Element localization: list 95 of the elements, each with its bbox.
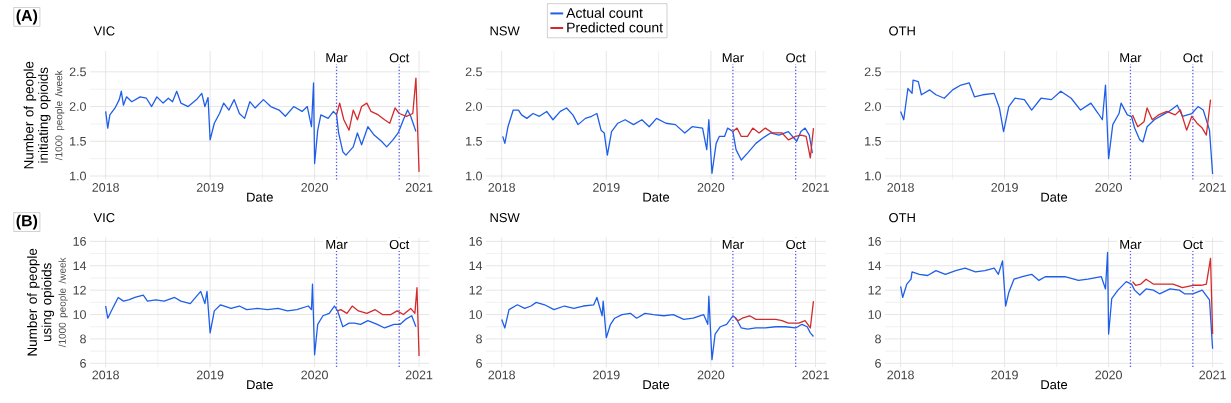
y-tick-label: 10 [469, 310, 482, 319]
line-series [732, 127, 815, 159]
line-series [502, 107, 814, 174]
legend-label: Actual count [566, 7, 643, 18]
y-tick-label: 12 [469, 285, 482, 295]
chart-title: OTH [889, 26, 915, 36]
ref-line-label: Mar [326, 53, 348, 63]
x-axis-title: Date [643, 380, 670, 390]
x-tick-label: 2020 [697, 370, 725, 380]
line-series [899, 79, 1214, 175]
x-tick-label: 2021 [802, 183, 829, 192]
x-tick-label: 2019 [593, 370, 620, 380]
x-tick-label: 2019 [593, 183, 620, 192]
x-tick-label: 2018 [92, 370, 119, 380]
x-tick-label: 2020 [1095, 183, 1122, 192]
x-tick-label: 2020 [301, 370, 328, 380]
y-tick-label: 6 [80, 358, 86, 368]
ref-line-label: Mar [722, 239, 744, 249]
x-tick-label: 2018 [887, 370, 914, 380]
ref-line-label: Oct [389, 239, 410, 250]
line-series [335, 77, 420, 173]
text: /1000 people /week [58, 257, 68, 348]
y-tick-label: 14 [73, 261, 87, 271]
x-tick-label: 2020 [301, 183, 328, 192]
y-tick-label: 2.5 [465, 67, 482, 77]
y-tick-label: 1.0 [70, 171, 86, 181]
ref-line-label: Mar [326, 239, 348, 249]
x-tick-label: 2019 [196, 370, 224, 380]
x-tick-label: 2020 [697, 183, 725, 192]
x-axis-title: Date [1041, 192, 1068, 202]
x-axis-title: Date [247, 192, 273, 202]
ref-line-label: Mar [1120, 239, 1142, 249]
ref-line-label: Mar [722, 53, 744, 63]
chart-title: NSW [490, 213, 520, 223]
y-tick-label: 2.5 [69, 67, 86, 77]
ref-line-label: Oct [786, 53, 806, 63]
x-tick-label: 2021 [1199, 370, 1226, 380]
x-tick-label: 2018 [488, 370, 516, 380]
line-series [105, 283, 417, 356]
x-tick-label: 2021 [405, 183, 433, 192]
y-tick-label: 12 [868, 285, 881, 295]
x-tick-label: 2019 [196, 183, 224, 192]
y-tick-label: 16 [868, 236, 881, 246]
y-tick-label: 6 [476, 358, 482, 368]
y-tick-label: 16 [469, 236, 482, 246]
y-axis-title: Number of people initiating opioids [23, 61, 51, 169]
ref-line-label: Oct [389, 53, 410, 63]
y-tick-label: 1.5 [466, 136, 482, 146]
chart-title: OTH [889, 213, 915, 223]
x-tick-label: 2020 [1095, 370, 1122, 380]
y-tick-label: 2.0 [465, 102, 482, 111]
y-tick-label: 16 [73, 236, 86, 246]
y-tick-label: 1.5 [865, 136, 881, 146]
x-tick-label: 2021 [802, 370, 829, 380]
y-tick-label: 1.0 [466, 171, 482, 181]
y-tick-label: 14 [469, 261, 483, 271]
x-axis-title: Date [643, 192, 670, 202]
ref-line-label: Oct [1183, 239, 1203, 250]
chart-title: NSW [490, 26, 520, 36]
x-axis-title: Date [247, 380, 273, 390]
y-tick-label: 8 [80, 334, 86, 344]
y-tick-label: 2.0 [864, 102, 881, 111]
legend-label: Predicted count [567, 22, 663, 33]
chart-title: VIC [93, 213, 115, 223]
ref-line-label: Mar [1120, 53, 1142, 63]
y-tick-label: 8 [476, 334, 482, 344]
y-tick-label: 8 [875, 334, 881, 344]
line-series [1131, 98, 1212, 136]
text: (A) [16, 9, 38, 25]
line-series [501, 295, 815, 361]
x-tick-label: 2019 [991, 183, 1018, 192]
line-series [105, 82, 417, 165]
text: /1000 people /week [55, 70, 65, 161]
y-tick-label: 1.0 [865, 171, 881, 181]
x-tick-label: 2019 [991, 370, 1018, 380]
x-tick-label: 2018 [92, 183, 119, 192]
x-axis-title: Date [1041, 380, 1068, 390]
y-tick-label: 2.5 [864, 67, 881, 77]
text: (B) [16, 214, 38, 230]
y-tick-label: 2.0 [69, 102, 86, 111]
y-tick-label: 12 [73, 285, 86, 295]
x-tick-label: 2021 [405, 370, 433, 380]
x-tick-label: 2018 [488, 183, 516, 192]
y-tick-label: 10 [868, 310, 881, 319]
line-series [336, 287, 420, 357]
y-tick-label: 1.5 [70, 136, 86, 146]
x-tick-label: 2018 [887, 183, 914, 192]
ref-line-label: Oct [1183, 53, 1203, 63]
y-axis-title: Number of people using opioids [27, 248, 55, 356]
y-tick-label: 14 [868, 261, 882, 271]
y-tick-label: 10 [73, 310, 86, 319]
x-tick-label: 2021 [1199, 183, 1226, 192]
y-tick-label: 6 [875, 358, 881, 368]
ref-line-label: Oct [786, 239, 806, 250]
chart-title: VIC [93, 26, 115, 36]
